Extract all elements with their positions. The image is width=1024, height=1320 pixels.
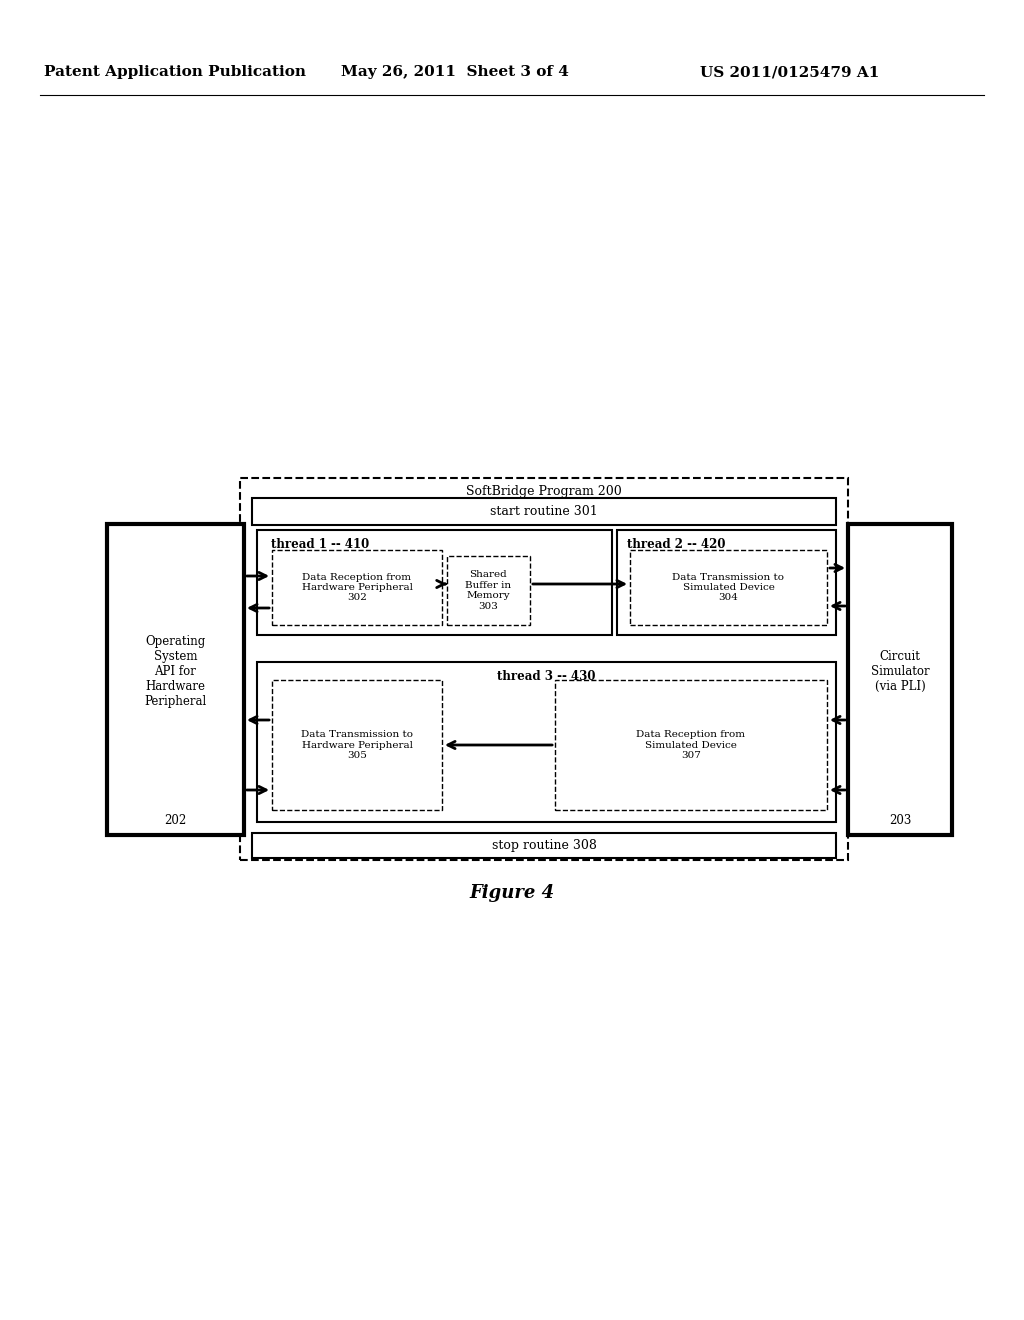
Bar <box>848 524 952 836</box>
Text: US 2011/0125479 A1: US 2011/0125479 A1 <box>700 65 880 79</box>
Text: Data Reception from
Simulated Device
307: Data Reception from Simulated Device 307 <box>637 730 745 760</box>
Bar <box>240 478 848 861</box>
Bar <box>252 498 836 525</box>
Text: stop routine 308: stop routine 308 <box>492 840 596 851</box>
Bar <box>272 680 442 810</box>
Text: Patent Application Publication: Patent Application Publication <box>44 65 306 79</box>
Text: thread 2 -- 420: thread 2 -- 420 <box>627 537 725 550</box>
Text: Circuit
Simulator
(via PLI): Circuit Simulator (via PLI) <box>870 649 930 693</box>
Bar <box>252 833 836 858</box>
Text: Shared
Buffer in
Memory
303: Shared Buffer in Memory 303 <box>466 570 512 611</box>
Bar <box>272 550 442 624</box>
Text: Data Reception from
Hardware Peripheral
302: Data Reception from Hardware Peripheral … <box>301 573 413 602</box>
Text: 202: 202 <box>165 814 186 828</box>
Text: 203: 203 <box>889 814 911 828</box>
Text: thread 1 -- 410: thread 1 -- 410 <box>271 537 370 550</box>
Text: Data Transmission to
Hardware Peripheral
305: Data Transmission to Hardware Peripheral… <box>301 730 413 760</box>
Text: SoftBridge Program 200: SoftBridge Program 200 <box>466 486 622 499</box>
Bar <box>447 556 530 624</box>
Text: Operating
System
API for
Hardware
Peripheral: Operating System API for Hardware Periph… <box>144 635 207 708</box>
Bar <box>555 680 827 810</box>
Bar <box>257 663 836 822</box>
Bar <box>257 531 612 635</box>
Bar <box>630 550 827 624</box>
Text: thread 3 -- 430: thread 3 -- 430 <box>498 669 596 682</box>
Text: May 26, 2011  Sheet 3 of 4: May 26, 2011 Sheet 3 of 4 <box>341 65 569 79</box>
Text: Figure 4: Figure 4 <box>469 884 555 902</box>
Text: start routine 301: start routine 301 <box>490 506 598 517</box>
Bar <box>106 524 244 836</box>
Text: Data Transmission to
Simulated Device
304: Data Transmission to Simulated Device 30… <box>673 573 784 602</box>
Bar <box>617 531 836 635</box>
